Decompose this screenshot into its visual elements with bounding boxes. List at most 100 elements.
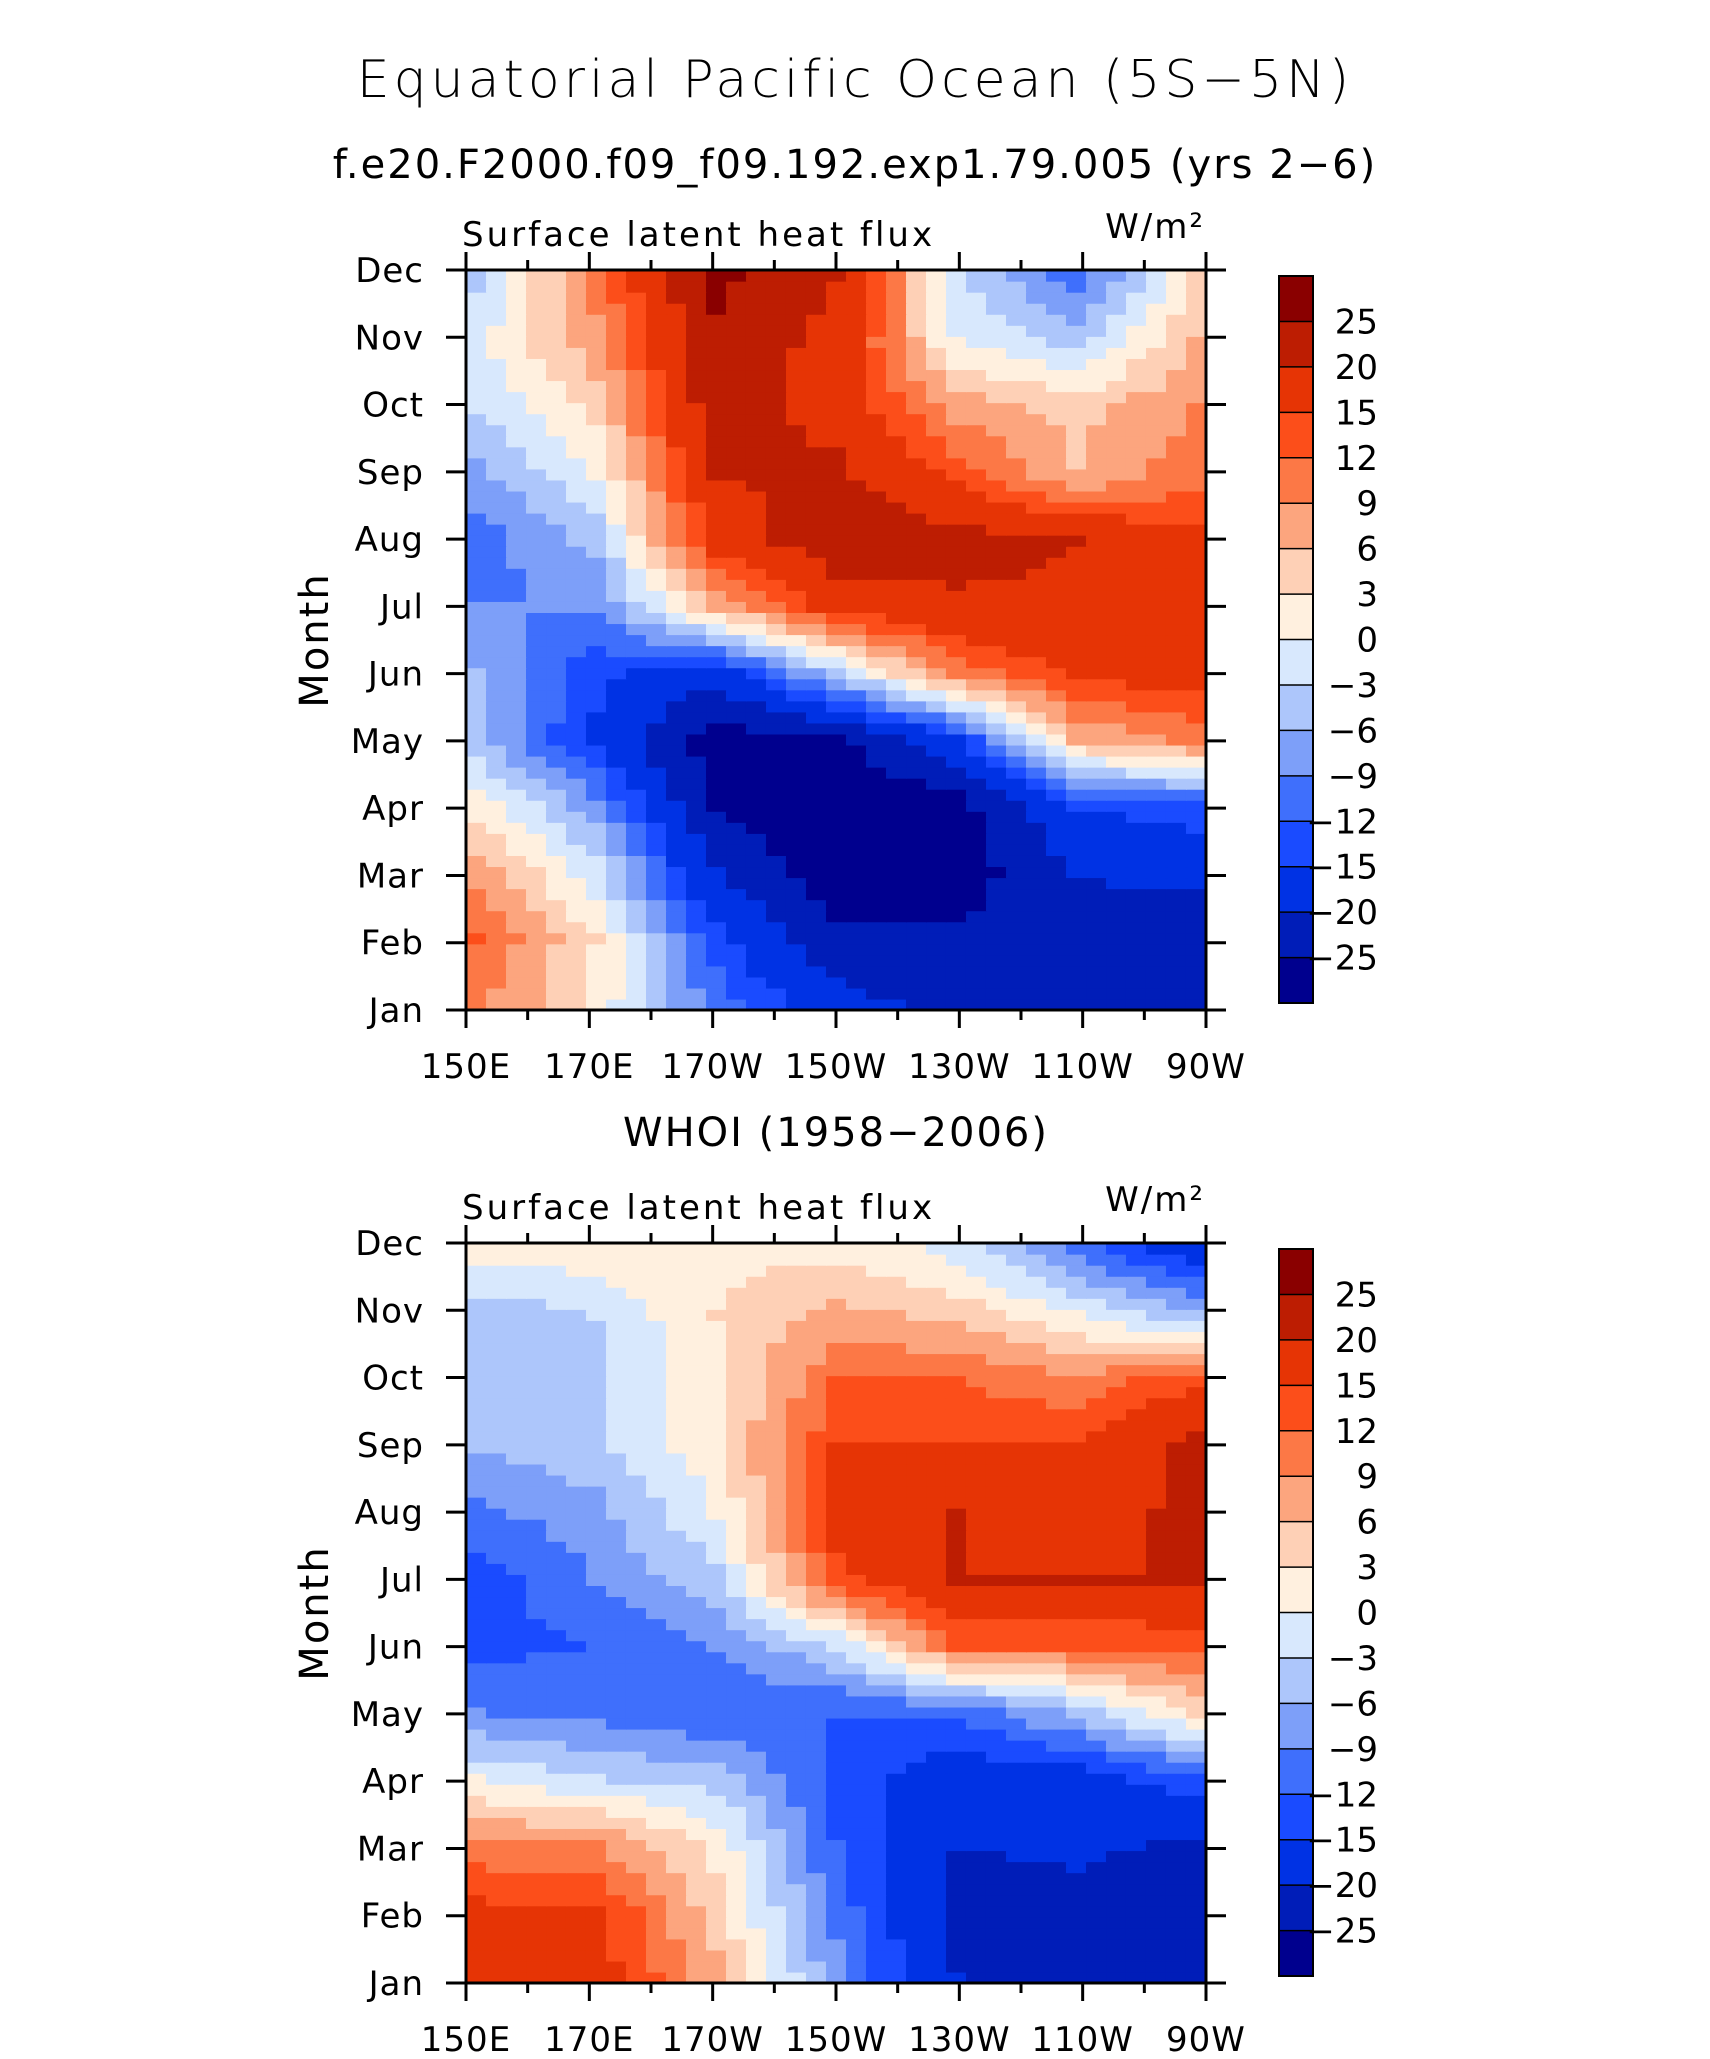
heatmap-cell xyxy=(625,767,648,779)
heatmap-cell xyxy=(1125,656,1148,669)
heatmap-cell xyxy=(926,292,948,304)
heatmap-cell xyxy=(785,778,808,790)
heatmap-cell xyxy=(1046,1497,1068,1509)
heatmap-cell xyxy=(686,402,708,415)
heatmap-cell xyxy=(805,1850,828,1863)
heatmap-cell xyxy=(765,1474,788,1487)
heatmap-cell xyxy=(985,1629,1008,1642)
heatmap-cell xyxy=(625,954,648,967)
heatmap-cell xyxy=(565,833,588,845)
heatmap-cell xyxy=(1165,468,1188,481)
heatmap-cell xyxy=(605,1751,628,1763)
heatmap-cell xyxy=(506,634,528,647)
heatmap-cell xyxy=(926,1342,948,1355)
heatmap-cell xyxy=(926,722,948,735)
heatmap-cell xyxy=(1005,1762,1028,1774)
heatmap-cell xyxy=(625,303,648,315)
heatmap-cell xyxy=(625,1662,648,1675)
heatmap-cell xyxy=(585,656,608,669)
heatmap-cell xyxy=(585,1717,608,1730)
heatmap-cell xyxy=(625,1927,648,1940)
heatmap-cell xyxy=(1086,1375,1108,1388)
heatmap-cell xyxy=(506,932,528,945)
heatmap-cell xyxy=(546,1585,568,1598)
heatmap-cell xyxy=(565,535,588,547)
heatmap-cell xyxy=(1145,568,1168,580)
heatmap-cell xyxy=(745,976,768,989)
heatmap-cell xyxy=(1046,767,1068,779)
heatmap-cell xyxy=(645,512,668,525)
heatmap-cell xyxy=(1145,1695,1168,1708)
heatmap-cell xyxy=(965,1342,988,1355)
heatmap-cell xyxy=(1046,1706,1068,1719)
heatmap-cell xyxy=(745,1618,768,1631)
heatmap-cell xyxy=(825,932,848,945)
heatmap-cell xyxy=(805,1762,828,1774)
heatmap-cell xyxy=(1026,678,1048,691)
heatmap-cell xyxy=(785,1331,808,1344)
heatmap-cell xyxy=(886,943,908,956)
heatmap-cell xyxy=(1086,778,1108,790)
heatmap-cell xyxy=(906,1563,928,1575)
heatmap-cell xyxy=(765,1298,788,1310)
heatmap-cell xyxy=(605,1629,628,1642)
heatmap-cell xyxy=(765,866,788,879)
heatmap-cell xyxy=(686,1740,708,1752)
heatmap-cell xyxy=(686,1276,708,1288)
heatmap-cell xyxy=(1026,899,1048,912)
heatmap-cell xyxy=(926,1618,948,1631)
heatmap-cell xyxy=(605,424,628,437)
heatmap-cell xyxy=(886,1607,908,1620)
heatmap-cell xyxy=(625,1375,648,1388)
heatmap-cell xyxy=(1165,1474,1188,1487)
heatmap-cell xyxy=(565,1386,588,1399)
heatmap-cell xyxy=(605,1706,628,1719)
heatmap-cell xyxy=(1165,1629,1188,1642)
heatmap-cell xyxy=(906,1872,928,1885)
heatmap-cell xyxy=(1185,733,1206,746)
heatmap-cell xyxy=(565,1397,588,1410)
heatmap-cell xyxy=(486,1839,508,1852)
heatmap-cell xyxy=(686,1320,708,1332)
heatmap-cell xyxy=(906,855,928,868)
heatmap-cell xyxy=(965,877,988,890)
heatmap-cell xyxy=(1086,888,1108,901)
heatmap-cell xyxy=(625,645,648,658)
heatmap-cell xyxy=(506,1574,528,1587)
heatmap-cell xyxy=(526,579,548,591)
heatmap-cell xyxy=(805,1585,828,1598)
heatmap-cell xyxy=(965,347,988,359)
heatmap-cell xyxy=(466,932,488,945)
heatmap-cell xyxy=(866,1684,888,1697)
heatmap-cell xyxy=(585,1629,608,1642)
heatmap-cell xyxy=(805,954,828,967)
heatmap-cell xyxy=(1046,490,1068,503)
heatmap-cell xyxy=(1086,391,1108,404)
heatmap-cell xyxy=(1125,1497,1148,1509)
heatmap-cell xyxy=(506,1795,528,1807)
heatmap-cell xyxy=(985,1364,1008,1377)
heatmap-cell xyxy=(486,402,508,415)
heatmap-cell xyxy=(886,435,908,448)
heatmap-cell xyxy=(686,722,708,735)
heatmap-cell xyxy=(1165,358,1188,371)
heatmap-cell xyxy=(686,1751,708,1763)
heatmap-cell xyxy=(726,1265,748,1277)
heatmap-cell xyxy=(1165,1717,1188,1730)
heatmap-cell xyxy=(1026,402,1048,415)
heatmap-cell xyxy=(726,1795,748,1807)
heatmap-cell xyxy=(945,634,968,647)
heatmap-cell xyxy=(546,1684,568,1697)
heatmap-cell xyxy=(726,391,748,404)
heatmap-cell xyxy=(945,943,968,956)
heatmap-cell xyxy=(666,590,688,602)
heatmap-cell xyxy=(805,1949,828,1962)
heatmap-cell xyxy=(526,921,548,934)
heatmap-cell xyxy=(846,1419,868,1432)
heatmap-cell xyxy=(466,987,488,1000)
heatmap-cell xyxy=(466,943,488,956)
heatmap-cell xyxy=(886,1828,908,1841)
heatmap-cell xyxy=(825,1806,848,1818)
heatmap-cell xyxy=(965,579,988,591)
heatmap-cell xyxy=(1165,1463,1188,1476)
